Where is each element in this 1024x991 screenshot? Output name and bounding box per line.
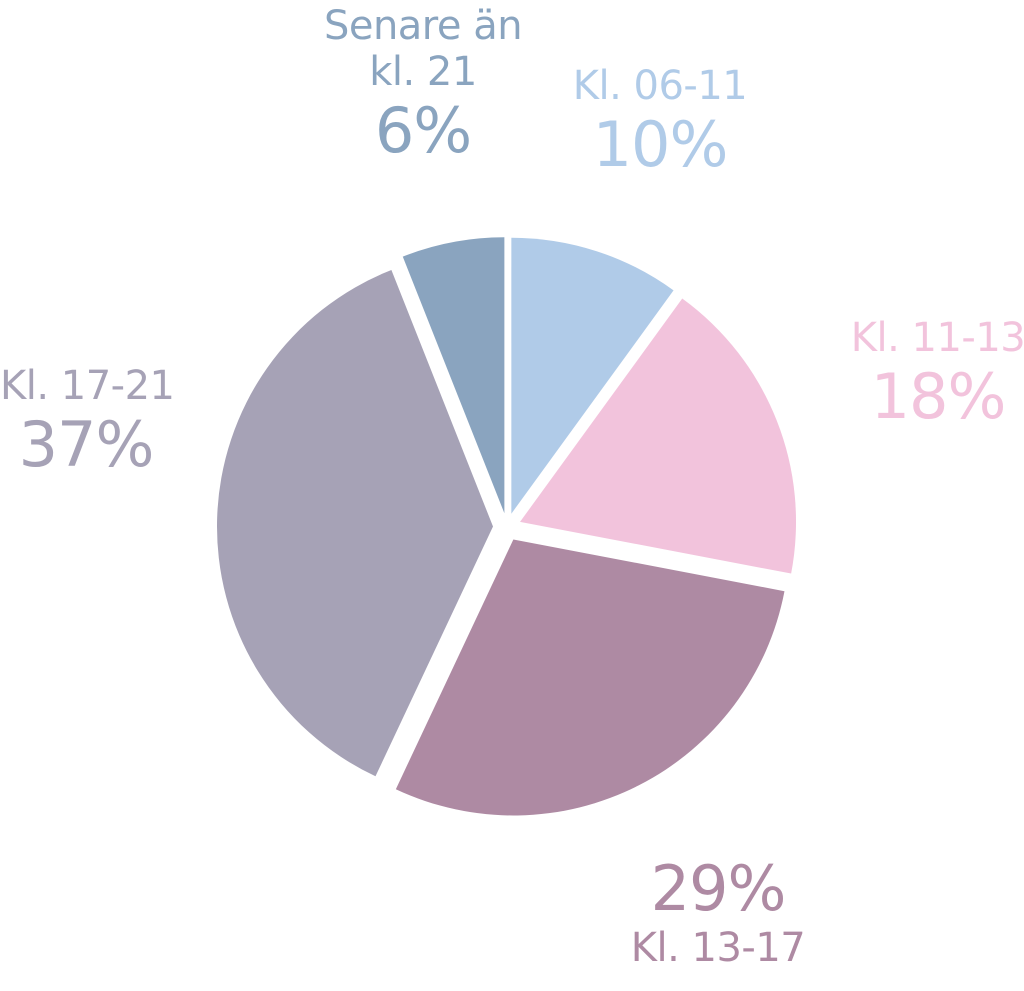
label-slice-4: Senare än kl. 21 6% [313,6,533,162]
pie-slice-1 [520,298,797,574]
slice-1-percent: 18% [870,360,1007,433]
slice-2-name: Kl. 13-17 [630,925,806,971]
slice-1-name: Kl. 11-13 [850,315,1024,361]
slice-3-percent: 37% [18,408,155,481]
pie-slice-2 [395,539,785,816]
label-slice-0: Kl. 06-11 10% [560,66,760,176]
slice-0-name: Kl. 06-11 [572,63,748,109]
slice-0-percent: 10% [592,108,729,181]
slice-3-name: Kl. 17-21 [0,363,175,409]
pie-slice-0 [511,237,674,514]
pie-slice-4 [402,237,505,514]
slice-4-name-line1: Senare än [323,3,523,49]
slice-4-name-line2: kl. 21 [369,49,477,95]
label-slice-1: Kl. 11-13 18% [838,318,1024,428]
slice-4-percent: 6% [374,94,472,167]
label-slice-2: 29% Kl. 13-17 [618,852,818,971]
pie-slice-3 [217,269,494,777]
slice-2-percent: 29% [650,852,787,925]
label-slice-3: Kl. 17-21 37% [0,363,175,481]
